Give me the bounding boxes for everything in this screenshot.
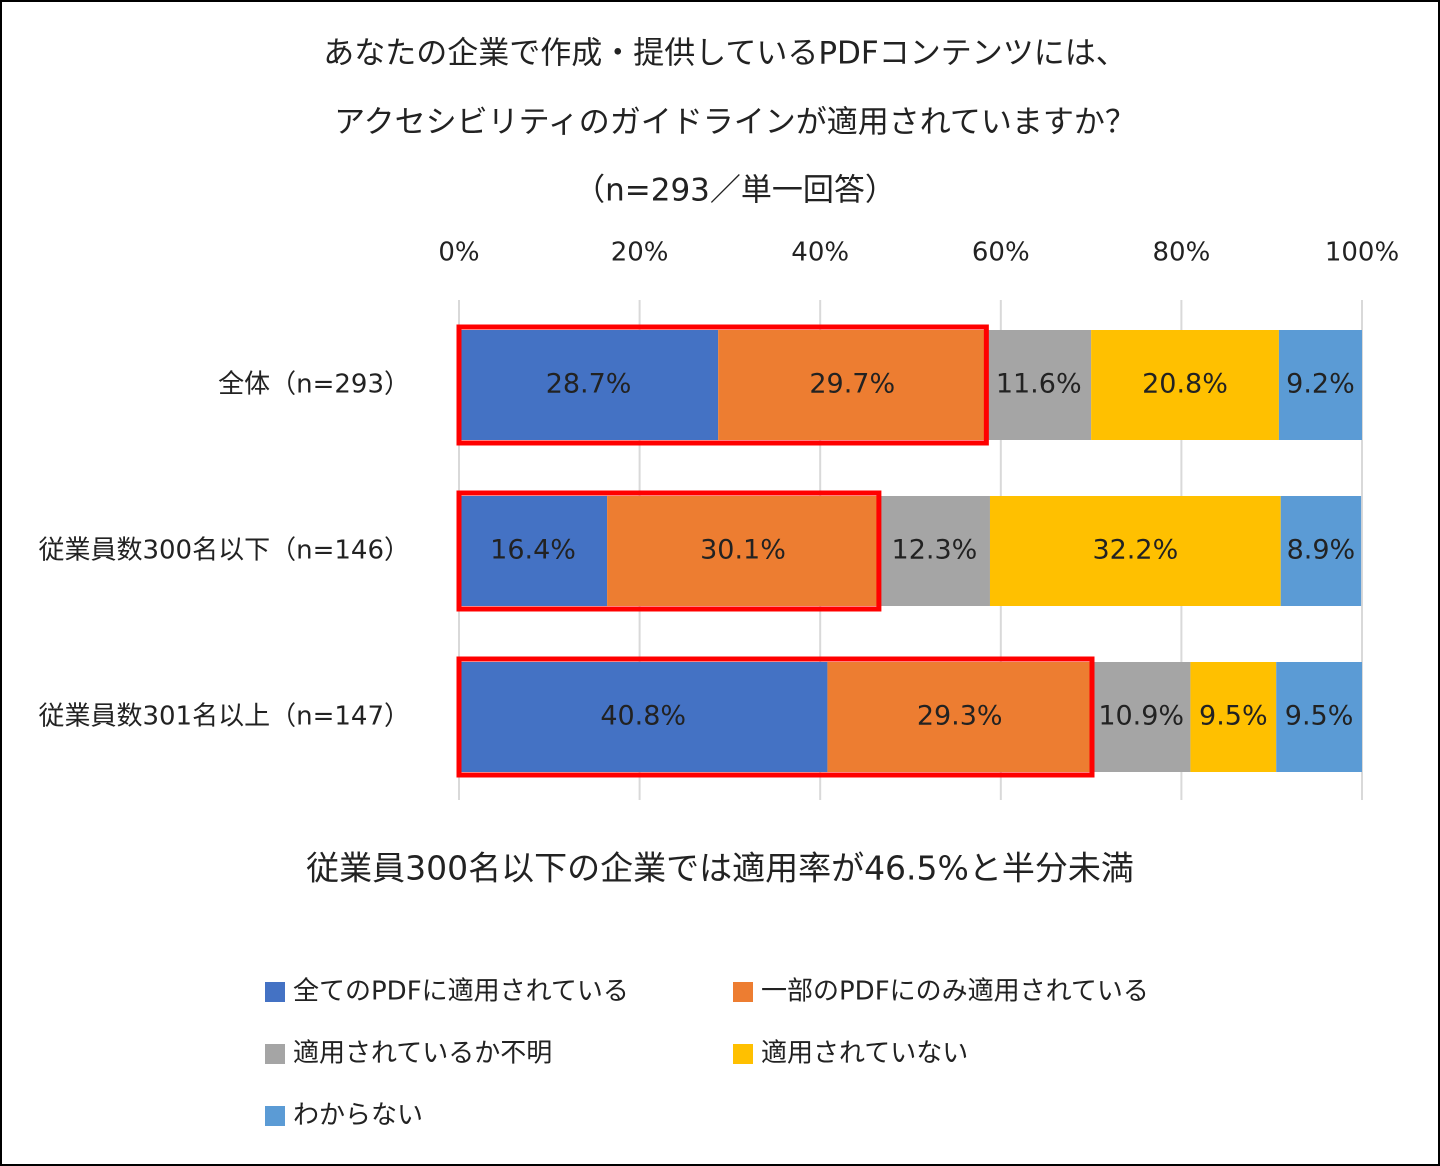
value-label: 12.3%: [892, 535, 978, 566]
value-label: 40.8%: [600, 701, 686, 732]
value-label: 9.2%: [1286, 369, 1355, 400]
value-label: 9.5%: [1285, 701, 1354, 732]
x-tick-label: 100%: [1325, 238, 1399, 268]
value-label: 32.2%: [1092, 535, 1178, 566]
bar-segment: [878, 496, 990, 606]
chart-title: アクセシビリティのガイドラインが適用されていますか？: [334, 105, 1136, 141]
value-label: 10.9%: [1098, 701, 1184, 732]
annotation: 従業員300名以下の企業では適用率が46.5%と半分未満: [306, 849, 1134, 888]
bar-segment: [718, 330, 987, 440]
value-label: 8.9%: [1287, 535, 1356, 566]
chart-title: あなたの企業で作成・提供しているPDFコンテンツには、: [323, 36, 1126, 72]
legend-label: 適用されているか不明: [293, 1039, 552, 1069]
bar-segment: [607, 496, 879, 606]
legend-swatch: [733, 982, 753, 1002]
bar-segment: [459, 662, 828, 772]
legend-label: 適用されていない: [761, 1039, 968, 1069]
bar-segment: [1278, 330, 1362, 440]
legend-swatch: [265, 1044, 285, 1064]
bar-segment: [1092, 662, 1191, 772]
x-tick-label: 40%: [791, 238, 849, 268]
x-tick-label: 80%: [1153, 238, 1211, 268]
legend-label: 全てのPDFに適用されている: [293, 977, 629, 1007]
legend-swatch: [733, 1044, 753, 1064]
bar-segment: [459, 496, 608, 606]
bar-segment: [1091, 330, 1279, 440]
bar-segment: [827, 662, 1093, 772]
value-label: 28.7%: [546, 369, 632, 400]
legend-swatch: [265, 1106, 285, 1126]
legend-label: 一部のPDFにのみ適用されている: [761, 977, 1149, 1007]
highlight-box: [456, 656, 1095, 778]
bar-segment: [986, 330, 1092, 440]
legend-label: わからない: [293, 1101, 423, 1131]
value-label: 16.4%: [490, 535, 576, 566]
chart-subtitle: （n=293／単一回答）: [574, 173, 896, 209]
y-tick-label: 全体（n=293）: [218, 370, 410, 400]
highlight-box: [456, 490, 882, 612]
legend-swatch: [265, 982, 285, 1002]
value-label: 11.6%: [996, 369, 1082, 400]
bar-segment: [459, 330, 719, 440]
y-tick-label: 従業員数300名以下（n=146）: [38, 536, 410, 566]
value-label: 30.1%: [700, 535, 786, 566]
value-label: 29.7%: [809, 369, 895, 400]
x-tick-label: 20%: [611, 238, 669, 268]
value-label: 29.3%: [917, 701, 1003, 732]
x-tick-label: 60%: [972, 238, 1030, 268]
value-label: 9.5%: [1199, 701, 1268, 732]
x-tick-label: 0%: [438, 238, 479, 268]
bar-segment: [989, 496, 1281, 606]
value-label: 20.8%: [1142, 369, 1228, 400]
highlight-box: [456, 324, 989, 446]
bar-segment: [1276, 662, 1362, 772]
bar-segment: [1280, 496, 1362, 606]
bar-segment: [1190, 662, 1277, 772]
y-tick-label: 従業員数301名以上（n=147）: [38, 702, 410, 732]
